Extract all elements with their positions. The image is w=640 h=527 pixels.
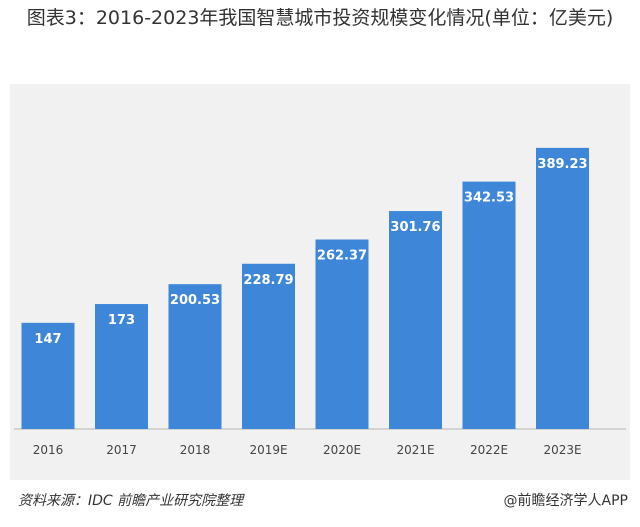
bar-2021E: [389, 211, 442, 429]
bar-2017: [95, 304, 148, 429]
chart-title: 图表3：2016-2023年我国智慧城市投资规模变化情况(单位：亿美元): [26, 7, 614, 29]
bar-2023E: [536, 147, 589, 429]
value-label-2018: 200.53: [170, 293, 220, 308]
x-tick-label-2020E: 2020E: [323, 443, 361, 457]
x-tick-label-2019E: 2019E: [249, 443, 287, 457]
value-label-2017: 173: [108, 313, 135, 328]
x-tick-label-2021E: 2021E: [396, 443, 434, 457]
value-label-2023E: 389.23: [537, 157, 587, 172]
value-label-2020E: 262.37: [317, 249, 367, 264]
value-label-2019E: 228.79: [243, 273, 293, 288]
bar-2018: [168, 284, 222, 429]
brand-credit: @前瞻经济学人APP: [503, 493, 628, 509]
bar-2016: [21, 322, 75, 429]
x-tick-label-2018: 2018: [180, 443, 211, 457]
x-tick-label-2022E: 2022E: [470, 443, 508, 457]
source-note: 资料来源：IDC 前瞻产业研究院整理: [18, 493, 244, 509]
x-tick-label-2017: 2017: [106, 443, 137, 457]
bar-2019E: [242, 263, 295, 429]
chart-panel: 147 2016 173 2017 200.53 2018 228.79 2019E 262.3…: [10, 84, 630, 480]
bar-2022E: [462, 181, 516, 429]
value-label-2021E: 301.76: [390, 220, 440, 235]
bar-chart: 147 2016 173 2017 200.53 2018 228.79 2019E 262.3…: [14, 147, 626, 457]
value-label-2016: 147: [34, 332, 61, 347]
bar-2020E: [315, 239, 369, 429]
x-tick-label-2016: 2016: [33, 443, 64, 457]
x-tick-label-2023E: 2023E: [543, 443, 581, 457]
value-label-2022E: 342.53: [464, 191, 514, 206]
